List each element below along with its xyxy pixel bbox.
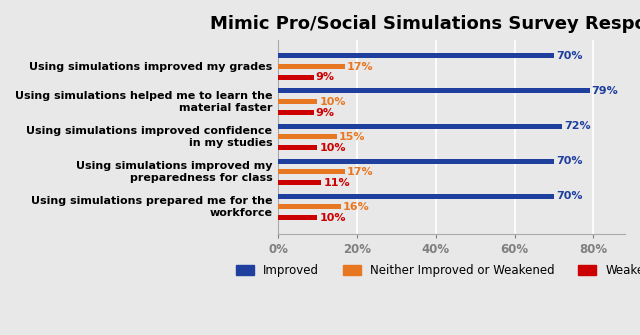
- Text: 72%: 72%: [564, 121, 591, 131]
- Bar: [278, 204, 341, 209]
- Legend: Improved, Neither Improved or Weakened, Weakened: Improved, Neither Improved or Weakened, …: [232, 259, 640, 282]
- Bar: [278, 99, 317, 104]
- Bar: [278, 180, 321, 185]
- Bar: [278, 145, 317, 150]
- Text: 70%: 70%: [556, 156, 582, 166]
- Text: 70%: 70%: [556, 51, 582, 61]
- Bar: [278, 64, 345, 69]
- Title: Mimic Pro/Social Simulations Survey Responses: Mimic Pro/Social Simulations Survey Resp…: [210, 15, 640, 33]
- Text: 17%: 17%: [347, 167, 374, 177]
- Text: 10%: 10%: [319, 213, 346, 223]
- Text: 9%: 9%: [316, 72, 335, 82]
- Text: 10%: 10%: [319, 97, 346, 107]
- Text: 79%: 79%: [591, 86, 618, 96]
- Text: 16%: 16%: [343, 202, 370, 212]
- Text: 9%: 9%: [316, 108, 335, 118]
- Bar: [278, 110, 314, 115]
- Text: 17%: 17%: [347, 62, 374, 72]
- Bar: [278, 124, 562, 129]
- Text: 11%: 11%: [323, 178, 350, 188]
- Bar: [278, 88, 589, 93]
- Text: 10%: 10%: [319, 143, 346, 153]
- Text: 70%: 70%: [556, 191, 582, 201]
- Bar: [278, 170, 345, 175]
- Text: 15%: 15%: [339, 132, 365, 142]
- Bar: [278, 75, 314, 80]
- Bar: [278, 134, 337, 139]
- Bar: [278, 158, 554, 163]
- Bar: [278, 215, 317, 220]
- Bar: [278, 194, 554, 199]
- Bar: [278, 53, 554, 58]
